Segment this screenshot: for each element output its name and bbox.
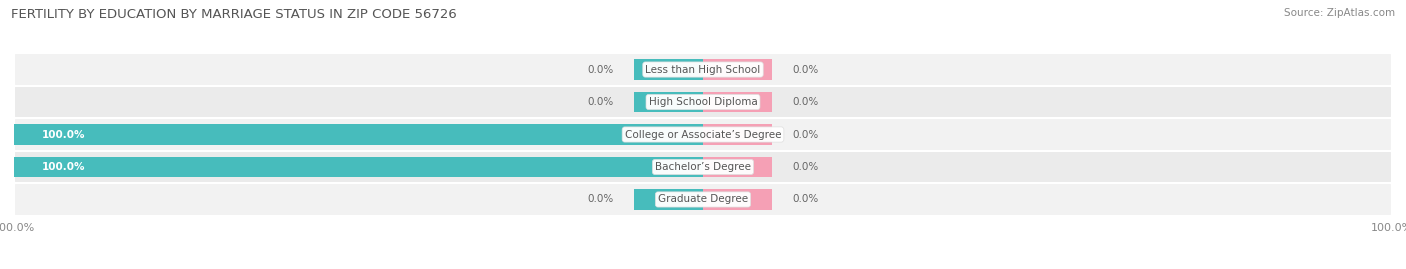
Text: 0.0%: 0.0%: [588, 65, 613, 75]
Bar: [14, 53, 1392, 86]
Bar: [703, 59, 772, 80]
Bar: [634, 189, 703, 210]
Text: 0.0%: 0.0%: [588, 97, 613, 107]
Text: Less than High School: Less than High School: [645, 65, 761, 75]
Text: Source: ZipAtlas.com: Source: ZipAtlas.com: [1284, 8, 1395, 18]
Text: 0.0%: 0.0%: [793, 129, 818, 140]
Text: Graduate Degree: Graduate Degree: [658, 194, 748, 204]
Text: 100.0%: 100.0%: [42, 162, 86, 172]
Bar: [14, 125, 703, 144]
Text: Bachelor’s Degree: Bachelor’s Degree: [655, 162, 751, 172]
Text: College or Associate’s Degree: College or Associate’s Degree: [624, 129, 782, 140]
Bar: [634, 59, 703, 80]
Text: 0.0%: 0.0%: [793, 194, 818, 204]
Text: 0.0%: 0.0%: [793, 97, 818, 107]
Text: 0.0%: 0.0%: [588, 194, 613, 204]
Bar: [14, 151, 1392, 183]
Text: FERTILITY BY EDUCATION BY MARRIAGE STATUS IN ZIP CODE 56726: FERTILITY BY EDUCATION BY MARRIAGE STATU…: [11, 8, 457, 21]
Bar: [14, 118, 1392, 151]
Bar: [634, 92, 703, 112]
Bar: [703, 125, 772, 144]
Bar: [703, 189, 772, 210]
Bar: [14, 86, 1392, 118]
Bar: [703, 157, 772, 177]
Text: 0.0%: 0.0%: [793, 162, 818, 172]
Bar: [14, 183, 1392, 216]
Bar: [703, 92, 772, 112]
Bar: [14, 157, 703, 177]
Text: High School Diploma: High School Diploma: [648, 97, 758, 107]
Text: 0.0%: 0.0%: [793, 65, 818, 75]
Text: 100.0%: 100.0%: [42, 129, 86, 140]
